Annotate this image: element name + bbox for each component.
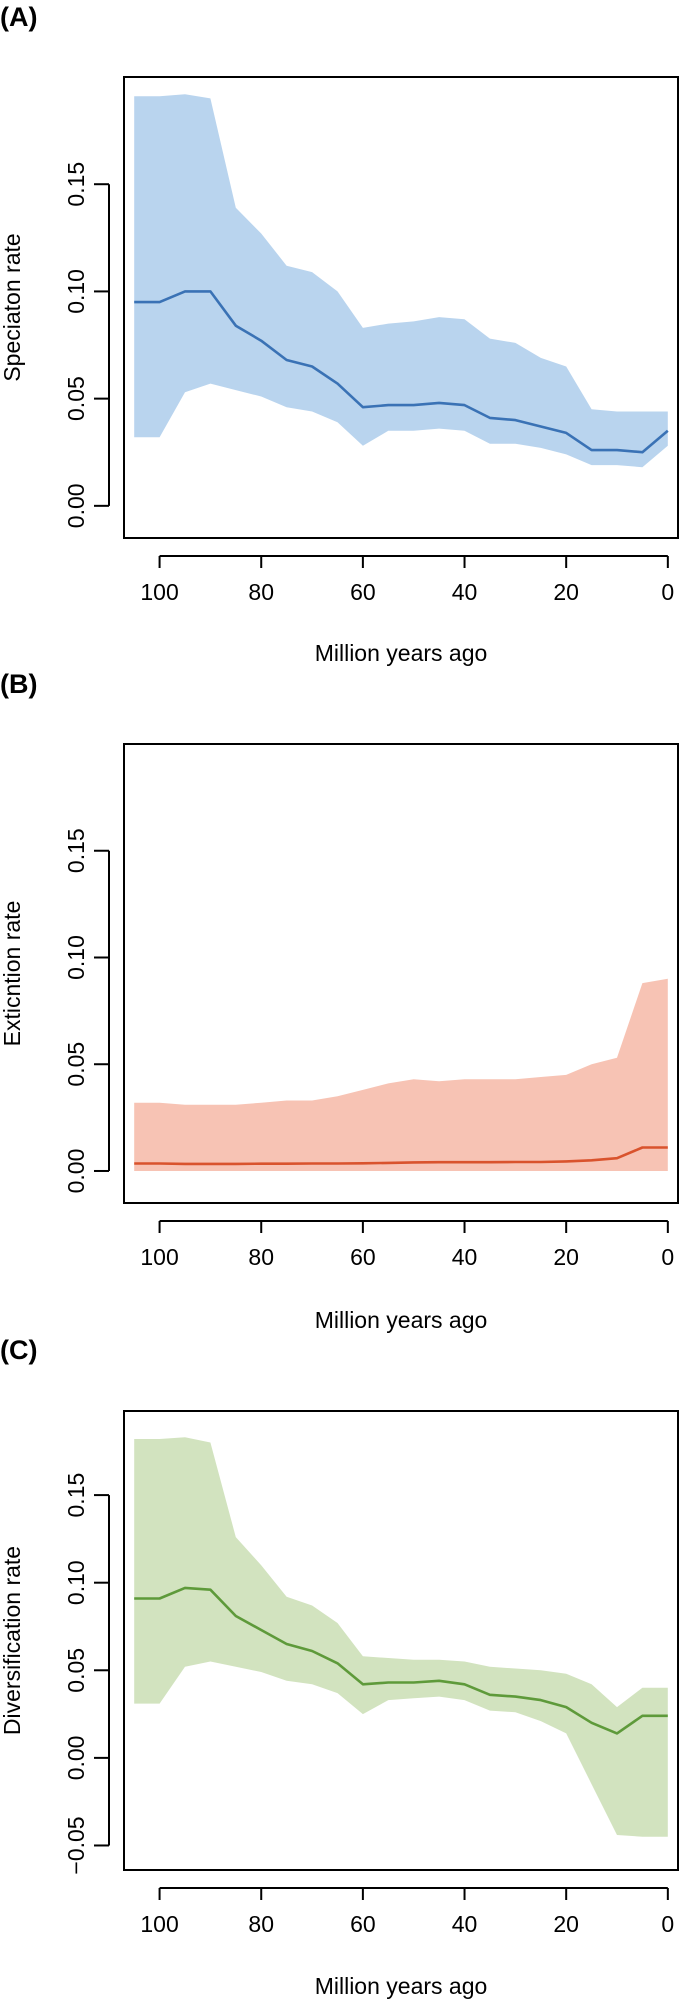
panel-label: (C) (0, 1335, 37, 1365)
y-tick-label: 0.15 (63, 162, 89, 207)
x-tick-label: 0 (661, 1244, 674, 1270)
mean-rate-line (134, 1146, 668, 1166)
x-tick-label: 60 (350, 1911, 376, 1937)
x-tick-label: 0 (661, 579, 674, 605)
y-tick-label: 0.00 (63, 1149, 89, 1194)
credible-interval-band (134, 94, 668, 468)
x-axis-title: Million years ago (315, 640, 488, 666)
x-tick-label: 40 (452, 579, 478, 605)
mean-rate-line (134, 1586, 668, 1735)
y-axis-title: Diversification rate (0, 1546, 25, 1735)
x-tick-label: 80 (248, 579, 274, 605)
credible-interval-band (134, 1437, 668, 1837)
y-tick-label: 0.00 (63, 483, 89, 528)
x-tick-label: 80 (248, 1244, 274, 1270)
panel-label: (B) (0, 669, 37, 699)
plot-frame (123, 76, 679, 539)
y-tick-label: 0.10 (63, 935, 89, 980)
x-tick-label: 40 (452, 1244, 478, 1270)
x-axis-title: Million years ago (315, 1307, 488, 1333)
panel-c: (C) −0.05 0.00 0.05 0.10 0.15 100 80 60 40 20 0 Mill… (0, 1335, 679, 1999)
y-tick-label: 0.15 (63, 1473, 89, 1518)
y-tick-label: 0.05 (63, 376, 89, 421)
mean-rate-line (134, 290, 669, 454)
plot-frame (123, 1410, 679, 1871)
panel-label: (A) (0, 2, 37, 32)
x-tick-label: 100 (140, 1244, 178, 1270)
panel-b: (B) 0.00 0.05 0.10 0.15 100 80 60 40 20 0 Million y… (0, 669, 679, 1333)
plot-frame (123, 743, 679, 1204)
x-tick-label: 80 (248, 1911, 274, 1937)
x-tick-label: 40 (452, 1911, 478, 1937)
x-tick-label: 60 (350, 1244, 376, 1270)
y-tick-label: 0.10 (63, 1560, 89, 1605)
y-tick-label: −0.05 (63, 1816, 89, 1874)
x-tick-label: 0 (661, 1911, 674, 1937)
y-tick-label: 0.10 (63, 269, 89, 314)
y-tick-label: 0.15 (63, 828, 89, 873)
x-axis-title: Million years ago (315, 1973, 488, 1999)
y-axis-title: Exticntion rate (0, 901, 25, 1047)
y-tick-label: 0.00 (63, 1736, 89, 1781)
panel-a: (A) 0.00 0.05 0.10 0.15 100 80 60 40 20 0 Million y… (0, 2, 679, 666)
x-tick-label: 20 (553, 1244, 579, 1270)
credible-interval-band (134, 978, 668, 1171)
y-tick-label: 0.05 (63, 1648, 89, 1693)
y-tick-label: 0.05 (63, 1042, 89, 1087)
x-tick-label: 100 (140, 1911, 178, 1937)
x-tick-label: 60 (350, 579, 376, 605)
x-tick-label: 20 (553, 1911, 579, 1937)
y-axis-title: Speciaton rate (0, 233, 25, 381)
x-tick-label: 20 (553, 579, 579, 605)
x-tick-label: 100 (140, 579, 178, 605)
